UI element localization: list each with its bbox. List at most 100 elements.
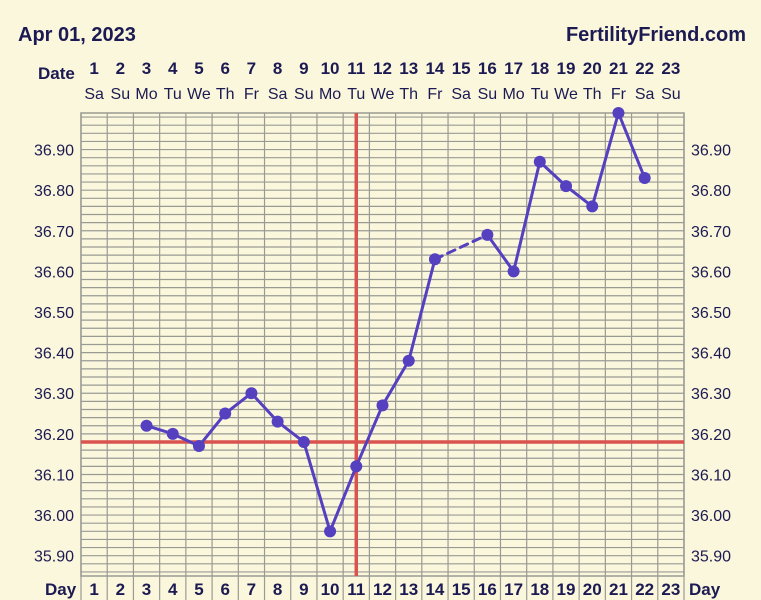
temperature-point[interactable] — [428, 253, 441, 266]
y-tick-label-left: 36.60 — [34, 264, 74, 281]
series-segment-dashed — [433, 233, 489, 261]
temperature-point[interactable] — [192, 440, 205, 453]
weekday-label: Mo — [502, 86, 524, 103]
date-label: 22 — [635, 59, 654, 78]
y-tick-label-left: 36.10 — [34, 467, 74, 484]
cycle-day-label: 3 — [142, 580, 151, 599]
temperature-point[interactable] — [219, 407, 232, 420]
brand-label: FertilityFriend.com — [566, 24, 746, 46]
cycle-day-label: 17 — [504, 580, 523, 599]
y-tick-label-right: 36.00 — [691, 508, 731, 525]
cycle-day-label: 9 — [299, 580, 308, 599]
chart-date: Apr 01, 2023 — [18, 24, 136, 46]
temperature-point[interactable] — [612, 107, 625, 119]
temperature-point[interactable] — [402, 354, 415, 367]
cycle-day-label: 8 — [273, 580, 282, 599]
temperature-series — [140, 107, 651, 538]
cycle-day-label: 21 — [609, 580, 628, 599]
date-label: 8 — [273, 59, 282, 78]
weekday-label: We — [187, 86, 211, 103]
date-label: 10 — [321, 59, 340, 78]
weekday-label: Th — [399, 86, 418, 103]
axis-labels: 1Sa2Su3Mo4Tu5We6Th7Fr8Sa9Su10Mo11Tu12We1… — [34, 59, 731, 600]
temperature-point[interactable] — [638, 171, 651, 184]
date-label: 14 — [425, 59, 444, 78]
cycle-day-label: 13 — [399, 580, 418, 599]
y-tick-label-right: 36.90 — [691, 143, 731, 160]
series-segment — [249, 391, 280, 424]
cycle-day-label: 4 — [168, 580, 178, 599]
temperature-point[interactable] — [271, 415, 284, 428]
series-segment — [512, 160, 542, 273]
date-label: 15 — [452, 59, 471, 78]
date-label: 19 — [557, 59, 576, 78]
temperature-point[interactable] — [376, 399, 389, 412]
date-label: 2 — [116, 59, 125, 78]
date-label: 4 — [168, 59, 178, 78]
temperature-point[interactable] — [166, 427, 179, 440]
date-label: 12 — [373, 59, 392, 78]
y-tick-label-right: 36.80 — [691, 183, 731, 200]
y-tick-label-right: 36.60 — [691, 264, 731, 281]
weekday-label: Mo — [319, 86, 341, 103]
cycle-day-label: 23 — [661, 580, 680, 599]
date-label: 7 — [247, 59, 256, 78]
y-tick-label-right: 35.90 — [691, 549, 731, 566]
weekday-label: Su — [478, 86, 498, 103]
cycle-day-label: 5 — [194, 580, 203, 599]
temperature-point[interactable] — [507, 265, 520, 278]
temperature-point[interactable] — [140, 419, 153, 432]
cycle-day-label: 12 — [373, 580, 392, 599]
weekday-label: Mo — [135, 86, 157, 103]
weekday-label: Th — [583, 86, 602, 103]
temperature-point[interactable] — [586, 200, 599, 213]
weekday-label: Fr — [611, 86, 627, 103]
date-label: 21 — [609, 59, 628, 78]
cycle-day-label: 14 — [425, 580, 444, 599]
temperature-point[interactable] — [350, 460, 363, 473]
temperature-point[interactable] — [297, 435, 310, 448]
cycle-day-label: 18 — [530, 580, 549, 599]
cycle-day-label: 6 — [220, 580, 229, 599]
weekday-label: Th — [216, 86, 235, 103]
y-tick-label-right: 36.20 — [691, 427, 731, 444]
cycle-day-label: 16 — [478, 580, 497, 599]
series-segment — [328, 464, 358, 533]
weekday-label: Sa — [268, 86, 288, 103]
weekday-label: Tu — [164, 86, 182, 103]
y-tick-label-right: 36.50 — [691, 305, 731, 322]
date-label: 3 — [142, 59, 151, 78]
weekday-label: We — [371, 86, 395, 103]
day-row-label-right: Day — [689, 580, 721, 599]
weekday-label: Su — [661, 86, 681, 103]
weekday-label: Sa — [84, 86, 104, 103]
cycle-day-label: 15 — [452, 580, 471, 599]
series-segment — [485, 233, 516, 273]
weekday-label: Fr — [427, 86, 443, 103]
date-label: 23 — [661, 59, 680, 78]
cycle-day-label: 2 — [116, 580, 125, 599]
temperature-point[interactable] — [324, 525, 337, 538]
series-segment — [407, 257, 437, 363]
temperature-point[interactable] — [533, 155, 546, 168]
plot-border — [80, 112, 685, 577]
y-tick-label-left: 36.30 — [34, 386, 74, 403]
y-tick-label-right: 36.70 — [691, 224, 731, 241]
date-label: 18 — [530, 59, 549, 78]
cycle-day-label: 7 — [247, 580, 256, 599]
y-tick-label-left: 36.90 — [34, 143, 74, 160]
date-label: 16 — [478, 59, 497, 78]
y-tick-label-left: 36.00 — [34, 508, 74, 525]
y-tick-label-left: 36.40 — [34, 346, 74, 363]
date-label: 20 — [583, 59, 602, 78]
weekday-label: We — [554, 86, 578, 103]
temperature-point[interactable] — [560, 180, 573, 193]
cycle-day-label: 1 — [89, 580, 98, 599]
weekday-label: Fr — [244, 86, 260, 103]
temperature-point[interactable] — [245, 387, 258, 400]
y-tick-label-right: 36.40 — [691, 346, 731, 363]
temperature-point[interactable] — [481, 228, 494, 241]
y-tick-label-left: 36.20 — [34, 427, 74, 444]
y-tick-label-left: 36.50 — [34, 305, 74, 322]
weekday-label: Sa — [451, 86, 471, 103]
